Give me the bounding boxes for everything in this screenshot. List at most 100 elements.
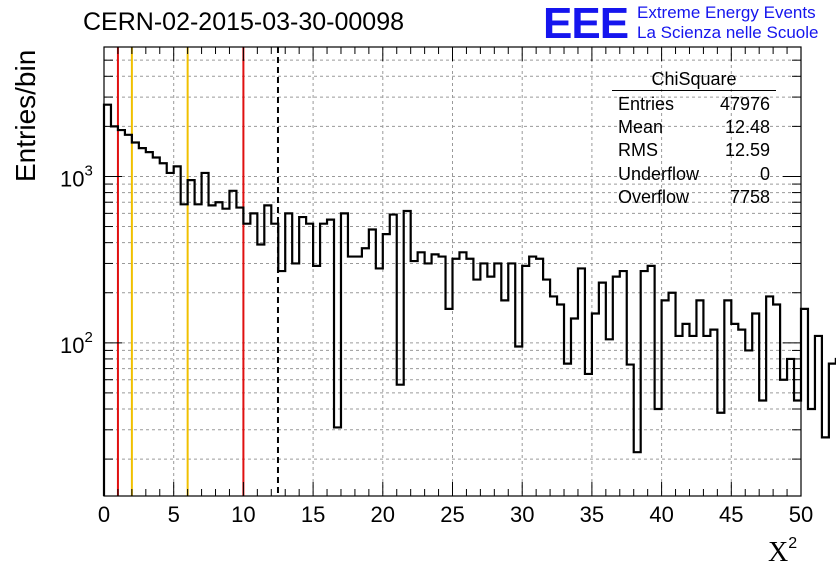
stats-value: 12.48 [724,117,770,138]
stats-value: 7758 [729,186,770,207]
stats-row-overflow: Overflow 7758 [612,186,776,209]
eee-logo: EEE [543,0,629,48]
stats-label: Mean [618,117,664,138]
histogram-bin [794,401,801,496]
histogram-bin [132,142,139,496]
x-tick-label: 30 [510,502,534,527]
x-tick-label: 20 [371,502,395,527]
histogram-bin [683,324,690,496]
histogram-bin [480,263,487,496]
histogram-bin [536,259,543,496]
histogram-bin [118,130,125,496]
y-tick-label: 103 [60,162,93,191]
stats-box: ChiSquare Entries 47976 Mean 12.48 RMS 12.59 U… [612,68,776,209]
x-tick-label: 5 [168,502,180,527]
histogram-bin [313,266,320,496]
histogram-bin [703,336,710,496]
histogram-bin [550,296,557,496]
histogram-bin [731,324,738,496]
stats-value: 47976 [719,94,770,114]
x-axis-label-base: X [768,537,789,568]
histogram-bin [515,347,522,496]
histogram-bin [466,259,473,496]
histogram-bin [111,126,118,496]
x-tick-label: 40 [649,502,673,527]
x-tick-label: 10 [231,502,255,527]
stats-row-mean: Mean 12.48 [612,116,776,139]
histogram-bin [362,248,369,496]
histogram-bin [397,385,404,496]
x-tick-label: 35 [580,502,604,527]
stats-label: Overflow [618,186,690,207]
histogram-bin [780,380,787,496]
logo-line-1: Extreme Energy Events [637,3,816,22]
logo-line-2: La Scienza nelle Scuole [637,23,819,42]
run-title: CERN-02-2015-03-30-00098 [83,8,405,36]
stats-label: Entries [618,94,675,114]
y-tick-exponent: 3 [84,162,92,179]
histogram-bin [202,173,209,496]
histogram-bin [125,135,132,496]
histogram-bin [195,204,202,496]
histogram-bin [822,437,829,496]
histogram-bin [459,252,466,496]
histogram-bin [376,268,383,496]
histogram-bin [334,427,341,496]
histogram-bin [146,152,153,496]
histogram-bin [188,180,195,496]
x-tick-label: 25 [440,502,464,527]
histogram-bin [543,280,550,496]
stats-row-underflow: Underflow 0 [612,163,776,186]
x-tick-label: 0 [98,502,110,527]
histogram-bin [222,209,229,496]
histogram-bin [264,205,271,496]
y-tick-base: 10 [60,166,84,191]
histogram [102,103,836,496]
histogram-bin [174,166,181,496]
histogram-bin [236,208,243,496]
histogram-bin [676,336,683,496]
histogram-bin [418,252,425,496]
histogram-bin [487,277,494,496]
stats-label: RMS [618,140,658,161]
histogram-bin [153,157,160,496]
stats-divider [612,90,776,91]
histogram-bin [229,191,236,496]
histogram-bin [808,409,815,496]
histogram-outline [102,103,836,496]
histogram-bin [278,271,285,496]
histogram-bin [738,330,745,496]
histogram-bin [160,163,167,496]
x-tick-label: 15 [301,502,325,527]
stats-row-rms: RMS 12.59 [612,139,776,162]
histogram-bin [209,205,216,496]
stats-value: 12.59 [724,140,770,161]
x-axis-label-superscript: 2 [788,535,798,552]
histogram-bin [355,257,362,496]
histogram-bin [529,257,536,496]
histogram-bin [689,336,696,496]
y-tick-exponent: 2 [84,329,92,346]
histogram-bin [432,254,439,496]
histogram-bin [243,224,250,496]
stats-value: 0 [759,163,770,184]
histogram-bin [745,350,752,496]
histogram-bin [717,413,724,496]
histogram-bin [446,309,453,496]
histogram-bin [383,234,390,496]
histogram-bin [425,263,432,496]
histogram-bin [139,148,146,496]
histogram-bin [348,257,355,496]
y-tick-label: 102 [60,329,93,358]
histogram-bin [564,364,571,496]
histogram-bin [181,204,188,496]
histogram-bin [216,202,223,496]
x-tick-label: 50 [789,502,813,527]
histogram-bin [655,409,662,496]
histogram-bin [634,452,641,496]
stats-rows: Entries 47976 Mean 12.48 RMS 12.59 Underflow 0 O… [612,93,776,209]
histogram-bin [501,300,508,496]
